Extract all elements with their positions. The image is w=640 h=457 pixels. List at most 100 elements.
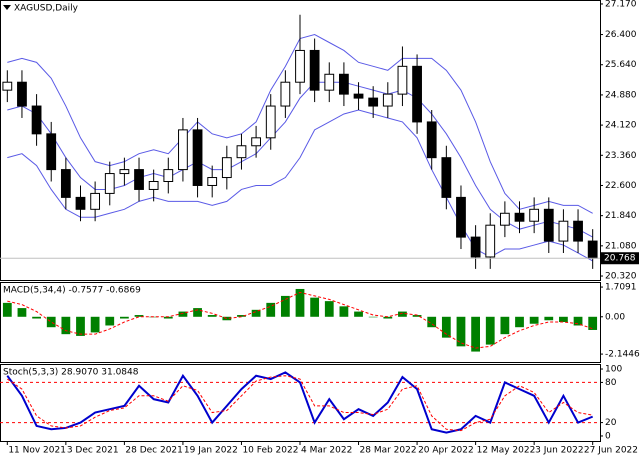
x-tick-label: 20 Apr 2022 [418,446,474,456]
histogram-bar [383,316,393,319]
histogram-bar [573,316,583,326]
histogram-bar [456,316,466,347]
candle-body [426,121,437,159]
histogram-bar [310,297,320,317]
histogram-bar [368,316,378,318]
histogram-bar [398,311,407,317]
candle-body [587,240,598,259]
histogram-bar [354,311,363,317]
x-tick-label: 4 Mar 2022 [301,446,352,456]
y-tick-label: 0.00 [605,312,625,322]
panel-title: MACD(5,34,4) -0.7577 -0.6869 [3,286,141,296]
histogram-bar [485,316,495,345]
candle-body [265,105,276,139]
y-tick-label: 20.320 [605,272,637,282]
histogram-bar [61,316,71,335]
y-tick-label: 25.640 [605,60,637,70]
candle-body [192,129,203,186]
histogram-bar [237,315,246,317]
histogram-bar [207,315,217,317]
x-tick-label: 11 Nov 2021 [8,446,66,456]
histogram-bar [544,316,554,321]
candle-body [382,93,393,107]
histogram-bar [529,316,539,324]
histogram-bar [427,316,437,328]
histogram-bar [193,308,202,317]
candle-body [119,169,130,175]
x-tick-label: 28 Dec 2021 [125,446,183,456]
y-tick-label: 22.600 [605,181,637,191]
y-tick-label: -2.1446 [605,350,640,360]
histogram-bar [222,316,232,321]
histogram-bar [500,316,510,335]
candle-body [236,145,247,159]
histogram-bar [266,302,276,317]
histogram-bar [324,301,334,317]
histogram-bar [32,316,41,319]
histogram-bar [90,316,100,333]
histogram-bar [280,295,290,317]
y-tick-label: 21.840 [605,211,637,221]
panel-title: Stoch(5,3,3) 28.9070 31.0848 [3,368,139,378]
histogram-bar [441,316,451,338]
histogram-bar [134,315,144,317]
candle-body [558,220,569,242]
y-tick-label: 24.880 [605,90,637,100]
candle-body [339,73,349,95]
candle-body [324,73,335,91]
candle-body [148,181,159,190]
candle-body [499,212,510,226]
candle-body [470,236,481,258]
candle-body [221,157,232,179]
x-tick-label: 3 Dec 2021 [67,446,119,456]
candle-body [441,157,452,198]
y-tick-label: 23.360 [605,151,637,161]
last-price-box [601,252,639,265]
candle-body [412,65,422,123]
series-line [7,375,593,432]
candle-body [90,192,101,210]
candle-body [31,105,42,135]
histogram-bar [76,316,85,336]
candle-body [529,208,540,222]
candle-body [75,196,86,210]
candle-body [514,212,525,222]
histogram-bar [471,316,480,352]
x-tick-label: 3 Jun 2022 [535,446,583,456]
candle-body [573,220,583,242]
y-tick-label: 24.120 [605,121,637,131]
candle-body [543,208,554,242]
candle-body [17,81,27,107]
last-price-label: 20.768 [604,254,636,264]
histogram-bar [105,316,115,326]
histogram-bar [178,311,188,317]
histogram-bar [559,316,568,322]
x-tick-label: 27 Jun 2022 [584,446,638,456]
x-tick-label: 12 May 2022 [477,446,536,456]
histogram-bar [120,316,129,319]
candle-body [46,133,57,171]
candle-body [134,169,144,190]
candle-body [309,49,320,91]
candle-body [207,177,218,186]
histogram-bar [17,308,27,317]
series-line [6,371,594,434]
candle-body [251,137,261,147]
histogram-bar [588,316,598,330]
x-tick-label: 10 Feb 2022 [242,446,298,456]
y-tick-label: 0 [605,431,611,441]
histogram-bar [412,315,422,317]
candle-body [178,129,188,171]
candle-body [280,81,291,107]
histogram-bar [295,288,305,317]
symbol-icon [3,5,11,10]
x-tick-label: 19 Jan 2022 [184,446,238,456]
y-tick-label: 26.400 [605,30,637,40]
histogram-bar [251,309,261,317]
candle-body [485,224,496,258]
x-tick-label: 28 Mar 2022 [360,446,417,456]
candle-body [353,93,364,99]
histogram-bar [339,306,349,317]
y-tick-label: 20 [605,418,617,428]
series-line [7,291,593,349]
